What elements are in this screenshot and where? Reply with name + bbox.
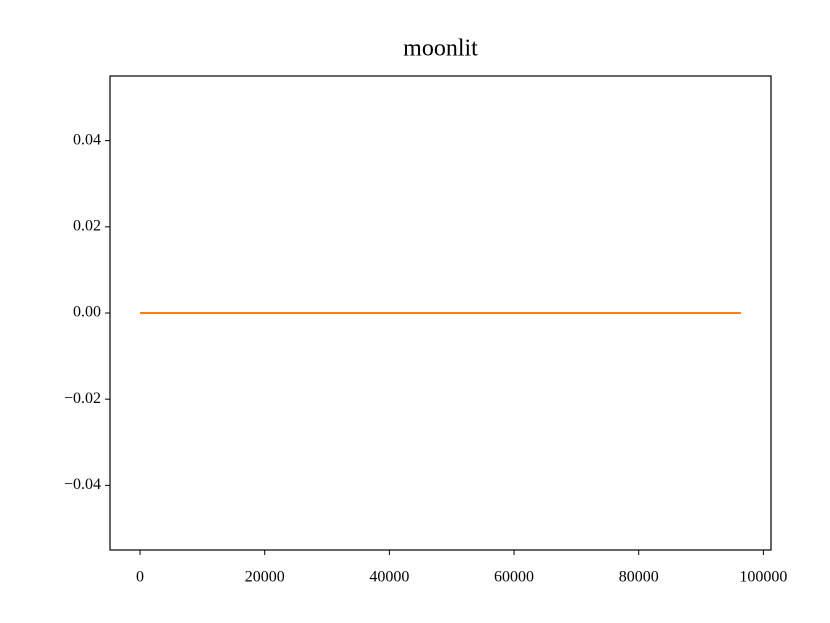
x-tick-label: 80000 <box>619 569 659 586</box>
y-tick-label: 0.02 <box>73 217 101 234</box>
x-tick-label: 20000 <box>245 569 285 586</box>
x-tick-label: 0 <box>136 569 144 586</box>
y-tick-label: 0.04 <box>73 131 101 148</box>
x-tick-label: 40000 <box>369 569 409 586</box>
y-tick-label: −0.04 <box>64 476 101 493</box>
x-tick-label: 100000 <box>739 569 787 586</box>
y-tick-label: 0.00 <box>73 304 101 321</box>
chart-title: moonlit <box>403 36 478 62</box>
plot-frame <box>109 75 772 551</box>
y-tick-label: −0.02 <box>64 390 101 407</box>
x-tick-label: 60000 <box>494 569 534 586</box>
